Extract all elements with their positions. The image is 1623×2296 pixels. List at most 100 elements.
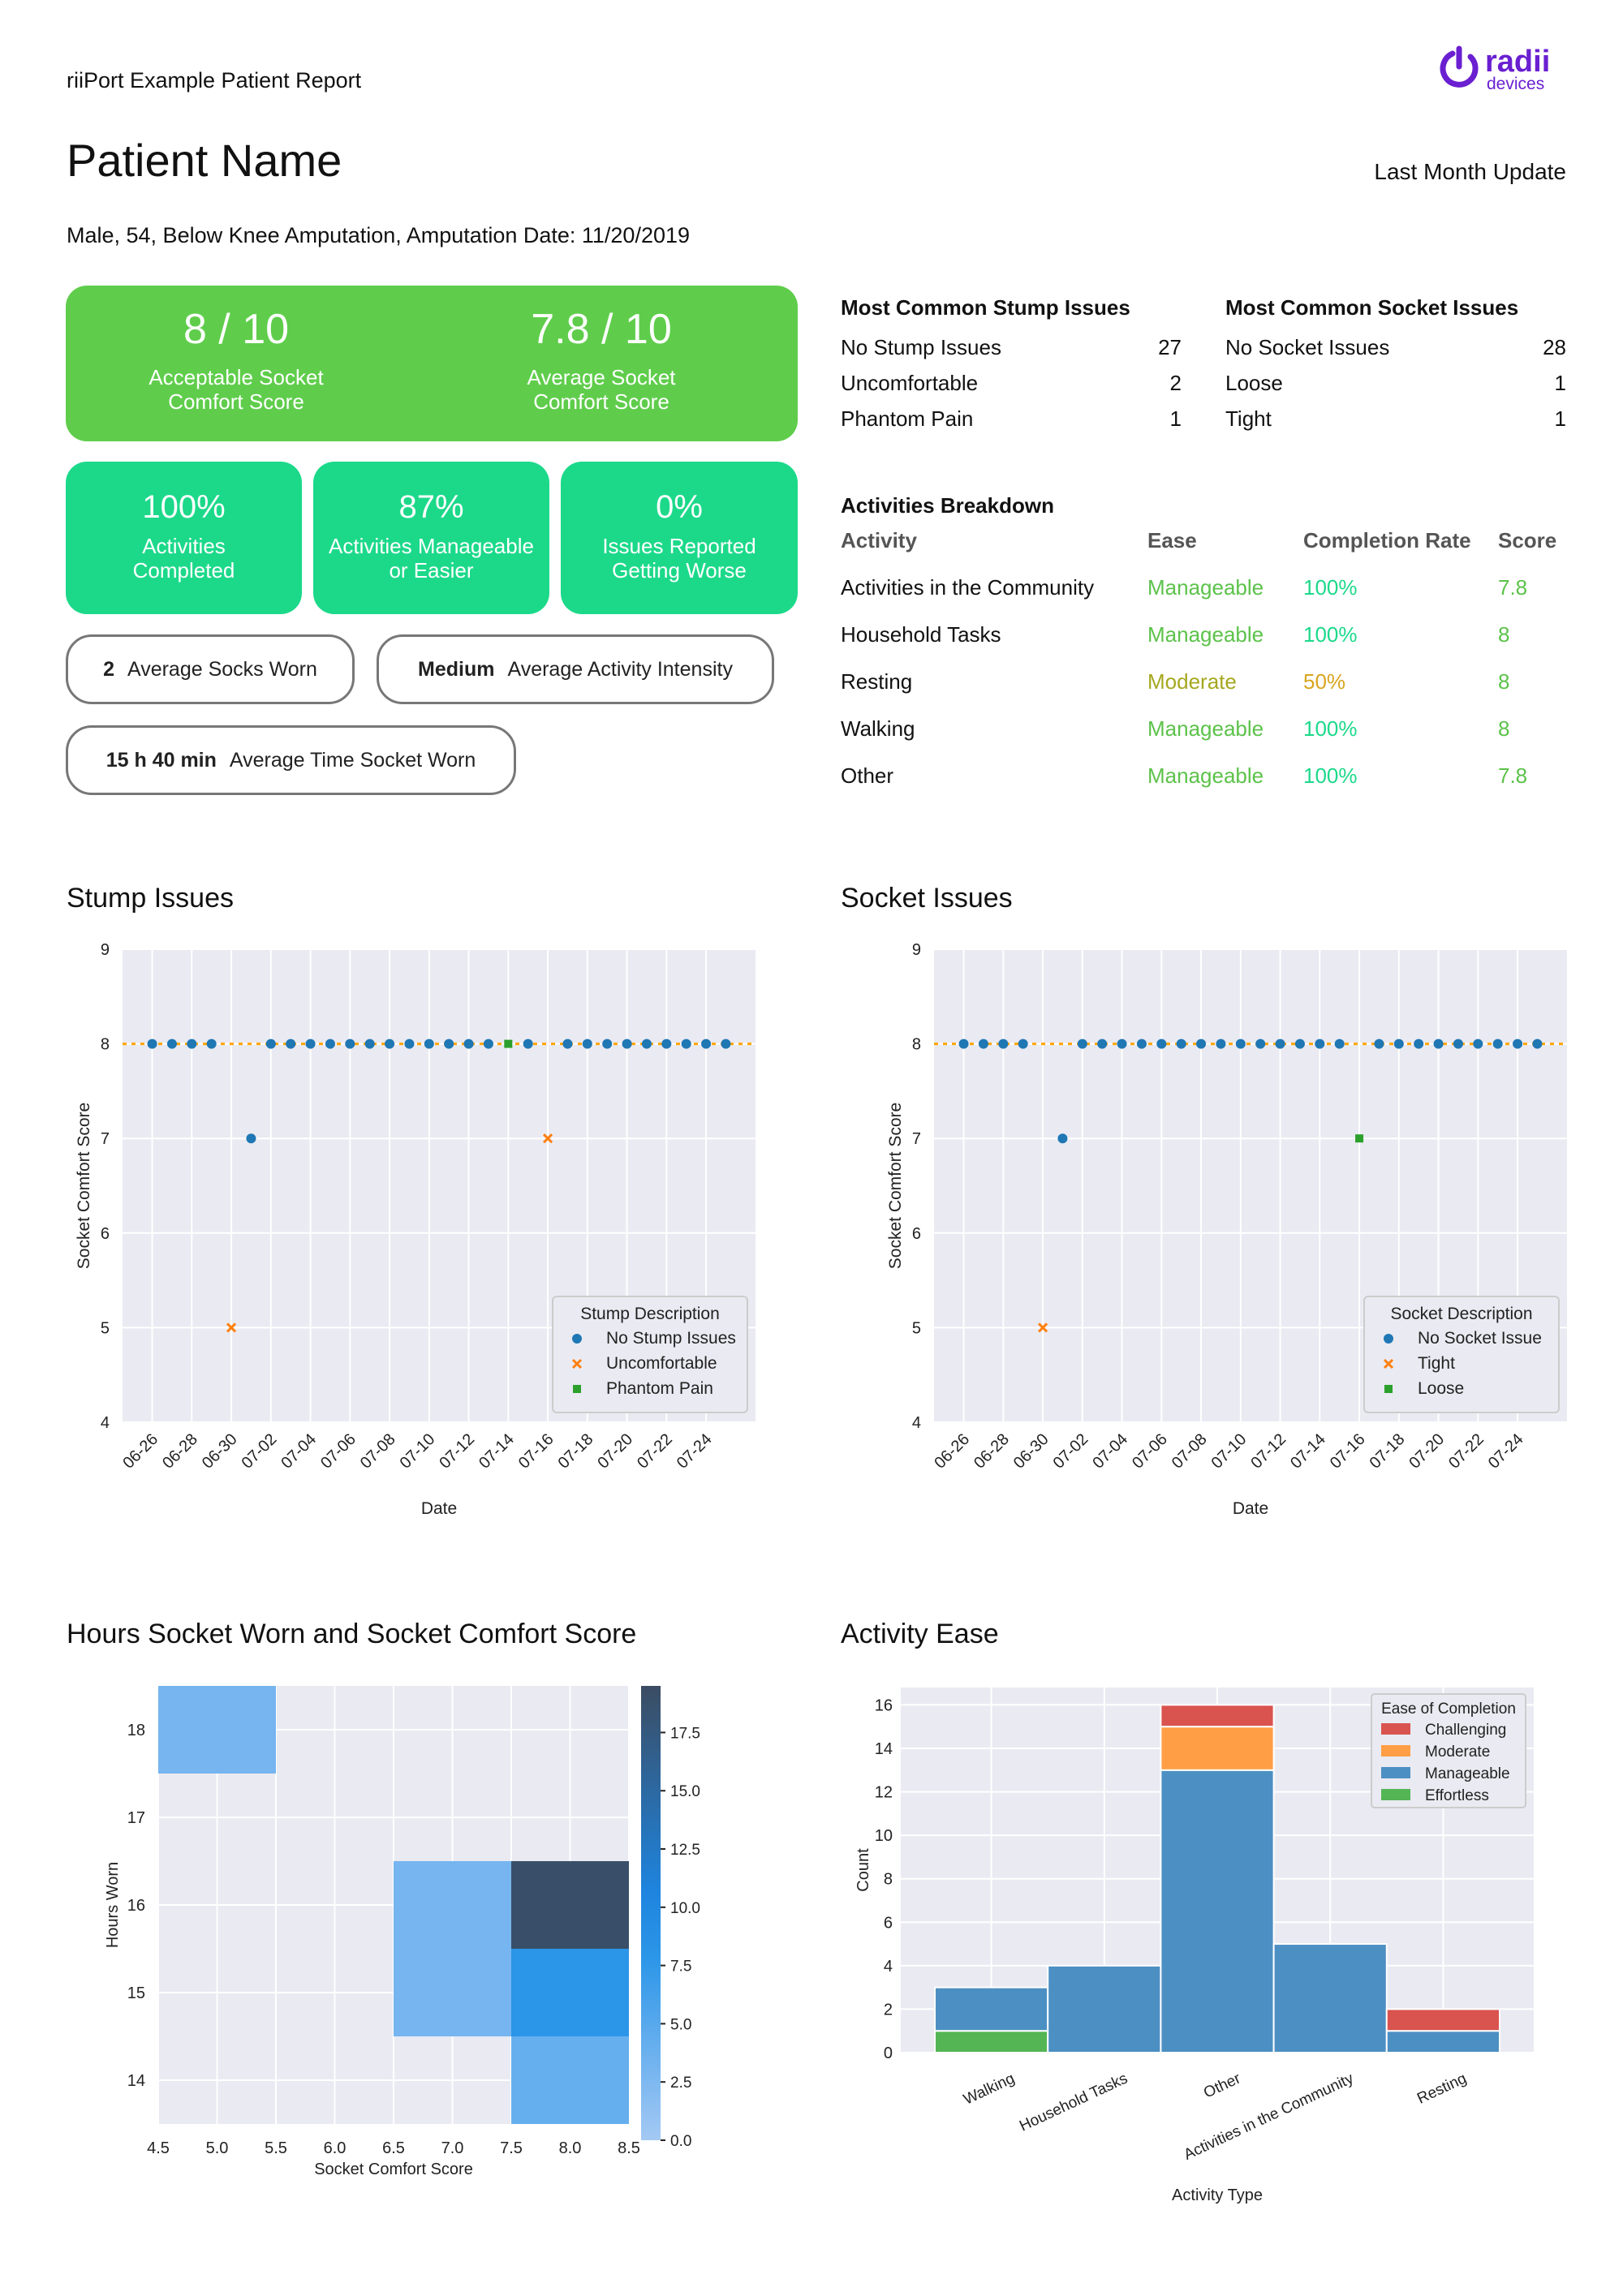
y-tick-label: 7 [912, 1130, 921, 1148]
y-tick-label: 16 [875, 1696, 893, 1714]
bar-segment [1160, 1704, 1275, 1728]
legend-label: Uncomfortable [606, 1354, 717, 1373]
data-point [582, 1038, 592, 1049]
y-tick-label: 4 [101, 1414, 110, 1432]
y-tick-label: 18 [127, 1722, 145, 1739]
data-point [385, 1038, 395, 1049]
colorbar-tick-label: 17.5 [670, 1725, 700, 1742]
table-row: No Stump Issues 27 [841, 335, 1182, 359]
table-row: Tight 1 [1225, 406, 1566, 431]
data-point [246, 1133, 256, 1144]
data-point [701, 1038, 712, 1049]
legend-box [1363, 1296, 1560, 1413]
x-tick-label: 07-24 [1485, 1430, 1527, 1473]
data-point [1057, 1133, 1068, 1144]
heatmap-cell [511, 1861, 629, 1949]
x-tick-label: 07-18 [1367, 1430, 1409, 1473]
bar-segment [1160, 1726, 1275, 1771]
x-tick-label: 07-18 [555, 1430, 597, 1473]
pill-socks-worn: 2 Average Socks Worn [66, 634, 355, 704]
kpi-activities-manageable: 87% Activities Manageable or Easier [313, 462, 549, 614]
data-point [364, 1038, 375, 1049]
table-row: Walking Manageable 100% 8 [841, 716, 1510, 741]
y-tick-label: 0 [884, 2044, 893, 2062]
kpi-label-2: Getting Worse [612, 558, 747, 583]
average-score-value: 7.8 / 10 [531, 306, 672, 353]
pill-label: Average Socks Worn [127, 657, 317, 681]
socket-issues-chart: 4 5 6 7 8 9 06-2606-2806-3007-0207-0407-0607-0… [886, 941, 1567, 1518]
data-point [325, 1038, 335, 1049]
y-tick-label: 5 [912, 1319, 921, 1337]
x-tick-label: 8.0 [559, 2139, 582, 2157]
data-point [286, 1038, 296, 1049]
data-point [1255, 1038, 1266, 1049]
heatmap-cell [158, 1686, 276, 1774]
activities-title: Activities Breakdown [841, 493, 1054, 518]
data-point [404, 1038, 415, 1049]
patient-demographics: Male, 54, Below Knee Amputation, Amputat… [67, 223, 691, 247]
colorbar-tick-label: 10.0 [670, 1900, 700, 1917]
kpi-label-2: Completed [132, 558, 235, 583]
data-point [1018, 1038, 1028, 1049]
y-tick-label: 6 [912, 1225, 921, 1243]
data-point [1196, 1038, 1207, 1049]
legend-label: Manageable [1425, 1765, 1510, 1782]
legend-marker [572, 1334, 582, 1344]
colorbar-tick-label: 5.0 [670, 2016, 691, 2033]
data-point [1117, 1038, 1127, 1049]
colorbar-tick-label: 15.0 [670, 1783, 700, 1800]
x-tick-label: 07-16 [515, 1430, 558, 1473]
x-axis-label: Date [1233, 1499, 1268, 1518]
x-tick-label: 07-22 [634, 1430, 676, 1473]
y-tick-label: 4 [884, 1958, 893, 1976]
x-tick-label: 8.5 [618, 2139, 640, 2157]
data-point [206, 1038, 217, 1049]
socket-issues-table: Most Common Socket Issues No Socket Issu… [1225, 295, 1566, 442]
colorbar-tick-label: 7.5 [670, 1958, 691, 1976]
data-point [1453, 1038, 1463, 1049]
table-row: Phantom Pain 1 [841, 406, 1182, 431]
x-tick-label: 07-06 [1129, 1430, 1171, 1473]
heatmap-cell [511, 1949, 629, 2036]
heatmap-section-title: Hours Socket Worn and Socket Comfort Sco… [67, 1619, 637, 1649]
y-tick-label: 6 [101, 1225, 110, 1243]
update-label: Last Month Update [1374, 159, 1566, 184]
legend-marker [1384, 1385, 1393, 1393]
bar-segment [1385, 2008, 1500, 2032]
x-tick-label: 07-08 [1169, 1430, 1211, 1473]
x-tick-label: 07-02 [1050, 1430, 1092, 1473]
kpi-value: 100% [142, 489, 226, 525]
x-tick-label: Resting [1414, 2070, 1469, 2107]
data-point [147, 1038, 157, 1049]
legend-swatch [1381, 1723, 1410, 1735]
legend-marker [571, 1358, 583, 1369]
data-point [1414, 1038, 1424, 1049]
activity-ease-chart: 0 2 4 6 8 10 12 14 16 Walking Household Tasks Other… [855, 1688, 1534, 2204]
data-point [641, 1038, 652, 1049]
pill-label: Average Time Socket Worn [229, 748, 476, 772]
data-point [444, 1038, 454, 1049]
stump-issues-table: Most Common Stump Issues No Stump Issues… [841, 295, 1182, 442]
acceptable-score: 8 / 10 Acceptable Socket Comfort Score [66, 305, 407, 414]
x-tick-label: 06-30 [199, 1430, 241, 1473]
kpi-label-2: or Easier [389, 558, 474, 583]
y-tick-label: 9 [101, 941, 110, 959]
legend-swatch [1381, 1745, 1410, 1756]
bar-segment [934, 1986, 1049, 2032]
bar-segment [1160, 1769, 1275, 2054]
data-point [305, 1038, 316, 1049]
data-point [958, 1038, 969, 1049]
y-tick-label: 14 [875, 1740, 893, 1758]
kpi-label-1: Activities Manageable [329, 534, 534, 558]
legend-label: Moderate [1425, 1743, 1490, 1761]
legend-marker [1384, 1334, 1393, 1344]
data-point [661, 1038, 672, 1049]
x-tick-label: 5.5 [265, 2139, 287, 2157]
data-point [602, 1038, 613, 1049]
colorbar-tick-label: 12.5 [670, 1842, 700, 1859]
x-tick-label: 07-08 [357, 1430, 399, 1473]
x-tick-label: 4.5 [147, 2139, 170, 2157]
kpi-issues-worse: 0% Issues Reported Getting Worse [561, 462, 798, 614]
stump-issues-section-title: Stump Issues [67, 883, 234, 914]
legend: Socket Description No Socket Issue Tight Lo… [1363, 1296, 1560, 1413]
